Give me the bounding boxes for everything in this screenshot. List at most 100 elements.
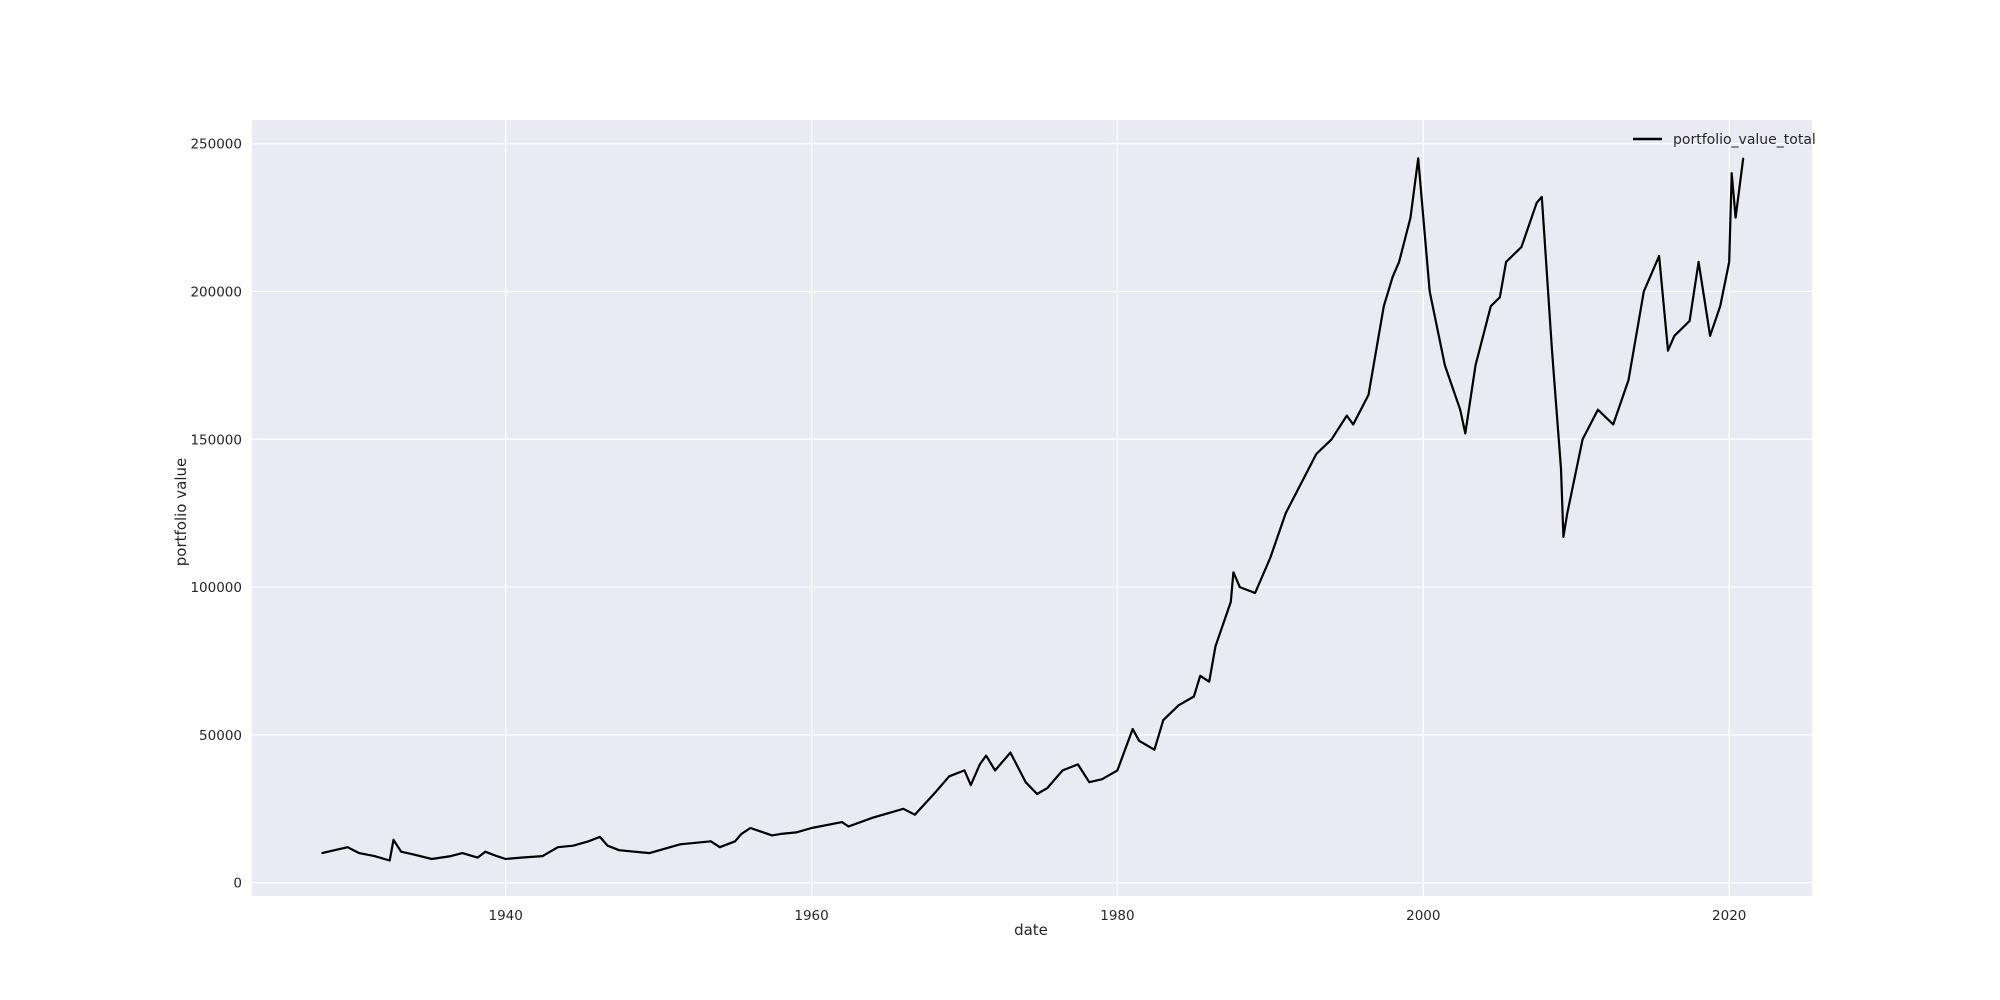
series-point [373,855,376,857]
series-point [1330,438,1333,441]
y-tick-label: 0 [233,876,242,892]
series-point [963,769,966,772]
series-point [1498,296,1501,299]
series-point [1398,261,1400,263]
series-point [902,807,905,810]
series-point [1535,201,1538,204]
series-point [1728,261,1731,263]
series-point [1730,172,1733,175]
series-point [1642,290,1645,293]
series-point [933,793,935,795]
x-tick-label: 1980 [1100,908,1134,924]
series-point [1138,739,1140,742]
series-point [795,831,798,834]
series-point [1061,769,1064,772]
x-tick-label: 2020 [1712,908,1746,924]
series-point [388,859,391,862]
series-point [1658,255,1660,257]
series-point [541,855,544,857]
series-point [1551,349,1553,352]
y-tick-label: 100000 [190,580,242,596]
legend: portfolio_value_total [1633,132,1816,148]
series-point [1284,512,1287,515]
series-lines [321,157,1745,862]
series-point [771,834,773,837]
series-point [476,856,479,859]
series-point [1116,769,1119,772]
series-point [709,840,712,843]
series-point [841,821,843,823]
series-point [969,784,972,786]
series-point [1088,781,1091,784]
series-point [1208,680,1211,683]
series-point [1667,349,1669,352]
y-tick-label: 150000 [190,432,242,448]
series-point [1345,414,1348,417]
series-point [734,840,736,843]
series-point [1300,482,1302,485]
series-point [1229,601,1232,603]
series-point [740,833,743,835]
series-point [1464,432,1467,435]
series-point [1315,453,1318,455]
plot-background [252,120,1812,896]
series-point [1046,787,1049,789]
y-tick-label: 250000 [190,137,242,153]
series-point [1131,728,1134,730]
series-point [1214,645,1217,648]
series-point [1688,320,1691,322]
series-point [994,769,996,772]
series-point [1199,674,1202,677]
series-point [618,849,620,852]
series-point [346,846,349,849]
series-point [1101,778,1103,781]
series-point [694,841,697,844]
series-point [599,836,601,838]
series-point [1489,305,1492,308]
series-point [449,855,452,857]
series-point [495,855,498,857]
legend-label: portfolio_value_total [1673,132,1816,148]
series-point [1566,512,1569,515]
series-point [648,852,651,854]
series-point [1254,592,1256,594]
series-point [606,844,609,847]
series-point [430,858,433,860]
series-point [1009,751,1012,754]
series-point [718,846,721,849]
series-point [1444,364,1446,367]
series-point [358,852,360,854]
x-tick-label: 1960 [794,908,828,924]
series-point [1232,571,1235,574]
series-point [664,847,666,850]
series-point [1036,793,1038,795]
series-point [321,852,323,854]
y-tick-labels: 0 50000 100000 150000 200000 250000 [190,137,242,892]
series-point [1352,423,1355,426]
series-point [978,763,981,766]
series-point [1269,556,1272,559]
series-point [413,853,415,856]
series-point [1417,157,1420,160]
series-point [1459,408,1462,411]
series-point [1627,379,1630,381]
series-point [392,838,395,841]
series-point [1562,535,1565,538]
series-point [1077,763,1079,766]
series-point [847,825,850,828]
series-point [587,840,590,843]
series-point [633,850,636,853]
series-point [985,754,987,757]
series-point [780,833,782,835]
series-point [1697,261,1700,263]
x-tick-labels: 1940 1960 1980 2000 2020 [488,908,1746,924]
series-point [1673,334,1676,337]
series-point [1409,216,1412,219]
series-point [1474,364,1477,367]
y-axis-label: portfolio value [172,458,190,566]
series-point [1734,216,1737,219]
series-point [1024,781,1027,784]
series-point [572,844,575,847]
x-tick-label: 1940 [488,908,522,924]
